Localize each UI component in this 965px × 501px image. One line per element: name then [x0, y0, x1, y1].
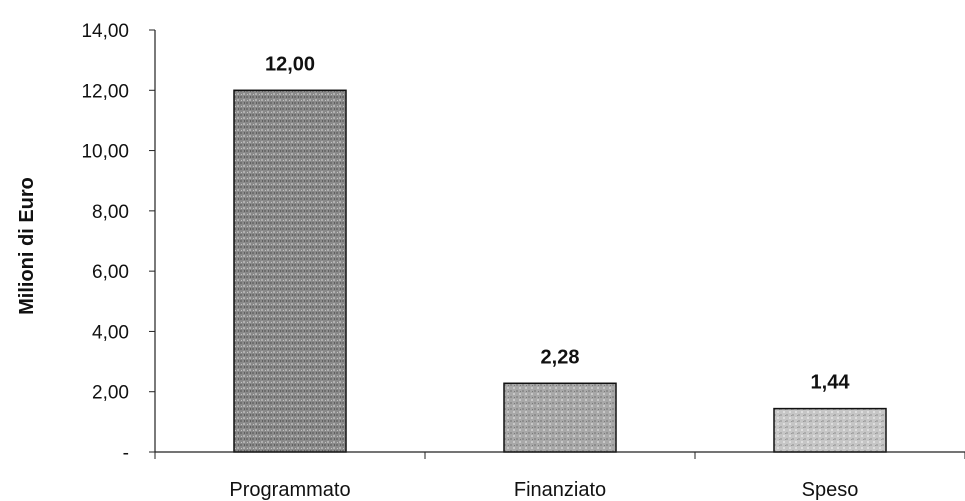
x-category-label-programmato: Programmato: [229, 479, 350, 501]
y-tick-label: 12,00: [81, 81, 129, 102]
bar-programmato: [233, 89, 347, 453]
y-axis-title: Milioni di Euro: [16, 177, 38, 315]
x-axis-labels: Programmato Finanziato Speso: [229, 479, 858, 501]
data-label-speso: 1,44: [811, 372, 851, 394]
bars-group: [233, 89, 887, 453]
data-labels-group: 12,00 2,28 1,44: [265, 53, 850, 393]
y-tick-label: 14,00: [81, 21, 129, 42]
data-label-finanziato: 2,28: [541, 346, 580, 368]
bar-speso: [773, 407, 887, 453]
y-tick-label: 6,00: [92, 262, 129, 283]
y-tick-label: 2,00: [92, 383, 129, 404]
y-tick-label: 8,00: [92, 202, 129, 223]
y-tick-label: 10,00: [81, 142, 129, 163]
y-tick-label: 4,00: [92, 322, 129, 343]
x-category-label-finanziato: Finanziato: [514, 479, 606, 501]
y-axis-ticks: - 2,00 4,00 6,00 8,00 10,00 12,00 14,00: [81, 21, 155, 464]
data-label-programmato: 12,00: [265, 53, 315, 75]
x-axis-ticks: [154, 452, 965, 459]
y-tick-label: -: [123, 443, 129, 464]
bar-finanziato: [503, 382, 617, 453]
x-category-label-speso: Speso: [802, 479, 859, 501]
